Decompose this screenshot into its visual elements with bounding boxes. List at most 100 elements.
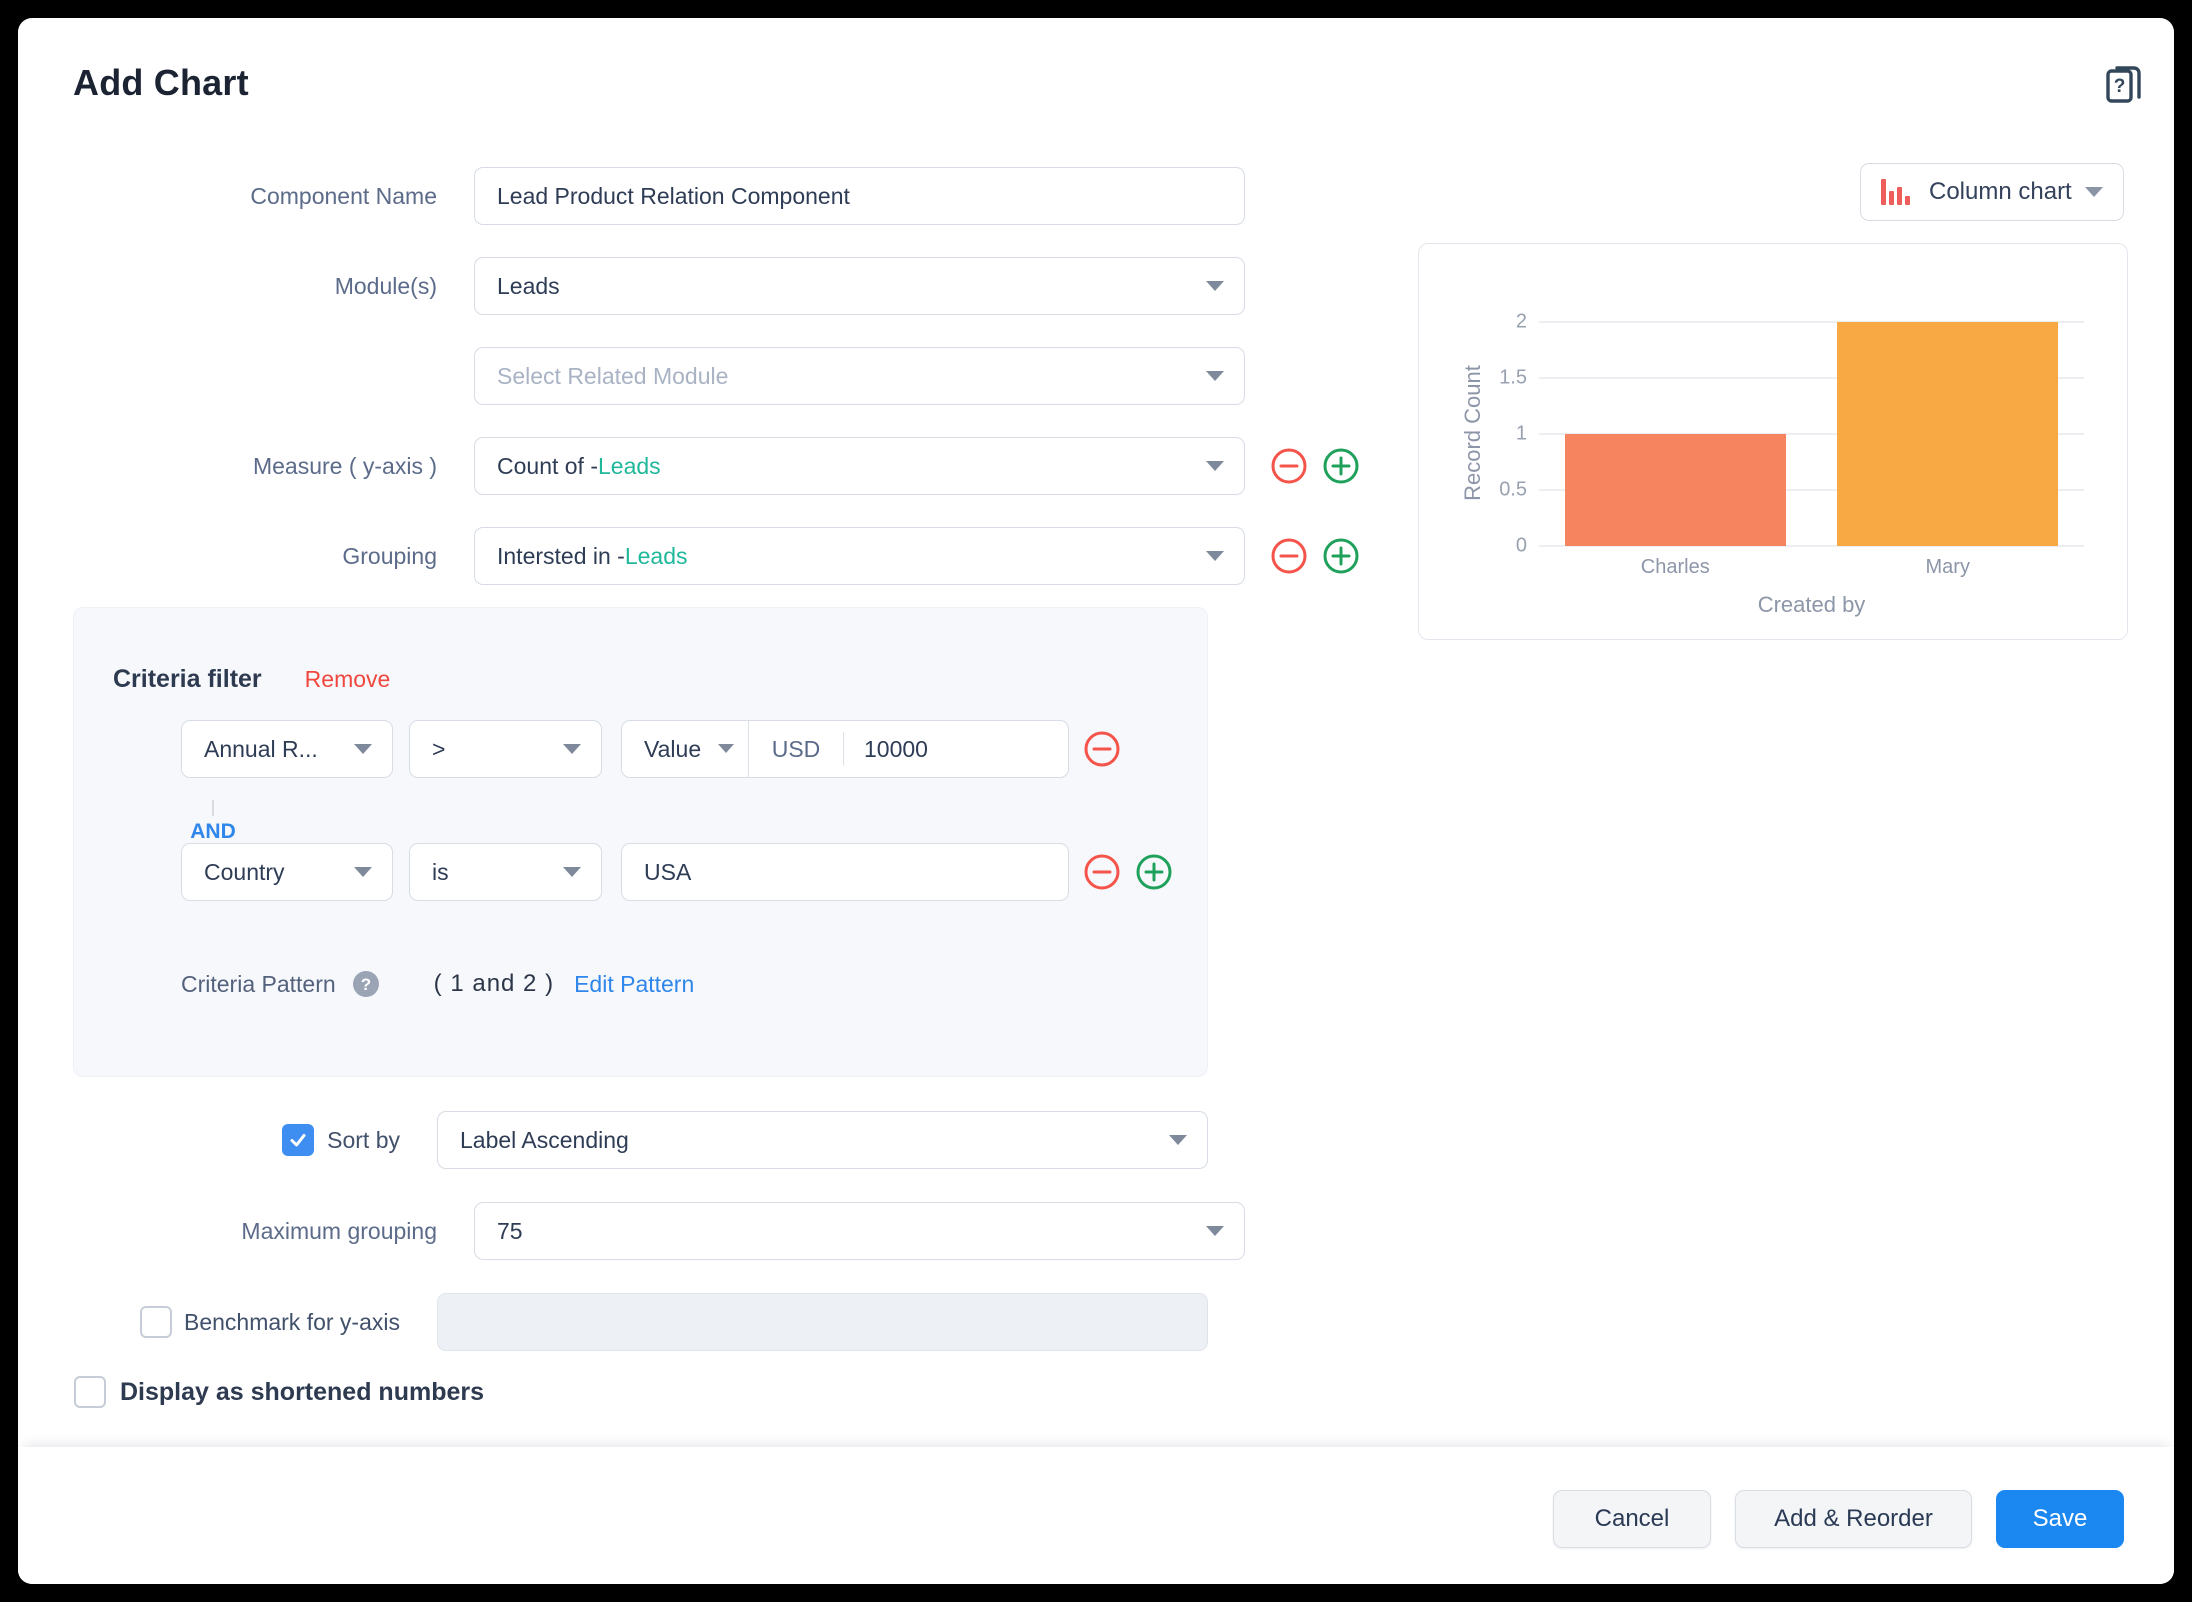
criteria-1-currency: USD: [771, 735, 821, 762]
related-module-select[interactable]: Select Related Module: [474, 347, 1245, 405]
sort-by-label: Sort by: [327, 1126, 400, 1153]
bar-charles: [1564, 434, 1786, 546]
edit-pattern-link[interactable]: Edit Pattern: [574, 970, 695, 997]
criteria-1-value: 10000: [864, 735, 928, 762]
chevron-down-icon: [1206, 551, 1224, 561]
criteria-pattern-label: Criteria Pattern: [181, 970, 336, 997]
criteria-2-value: USA: [644, 858, 692, 885]
shortened-numbers-checkbox[interactable]: [74, 1376, 106, 1408]
sort-by-value: Label Ascending: [460, 1126, 629, 1153]
sort-by-select[interactable]: Label Ascending: [437, 1111, 1208, 1169]
chevron-down-icon: [354, 867, 372, 877]
x-tick-labels: Charles Mary: [1539, 556, 2084, 579]
measure-label: Measure ( y-axis ): [252, 452, 437, 479]
y-tick-labels: 0 0.5 1 1.5 2: [1419, 311, 1527, 557]
chart-plot: [1539, 321, 2084, 547]
sort-by-checkbox[interactable]: [282, 1124, 315, 1156]
divider: [843, 732, 844, 766]
related-module-row: Select Related Module: [73, 347, 1333, 405]
help-docs-icon[interactable]: ?: [2100, 60, 2146, 108]
check-icon: [290, 1134, 306, 1147]
divider: [748, 721, 749, 777]
chart-options-form: Sort by Label Ascending Maximum grouping…: [73, 1111, 1333, 1384]
component-name-value: Lead Product Relation Component: [497, 182, 850, 209]
benchmark-label: Benchmark for y-axis: [183, 1308, 400, 1335]
save-button[interactable]: Save: [1996, 1490, 2124, 1548]
gridline: [1539, 377, 2084, 379]
grouping-value-module: Leads: [624, 542, 688, 569]
benchmark-checkbox[interactable]: [139, 1306, 172, 1338]
related-module-placeholder: Select Related Module: [497, 362, 729, 389]
maximum-grouping-row: Maximum grouping 75: [73, 1202, 1333, 1260]
cancel-button[interactable]: Cancel: [1553, 1490, 1711, 1548]
remove-criteria-1-icon[interactable]: [1083, 730, 1121, 768]
gridline: [1539, 321, 2084, 323]
chevron-down-icon: [1206, 371, 1224, 381]
criteria-1-operator-select[interactable]: >: [409, 720, 602, 778]
shortened-numbers-label: Display as shortened numbers: [120, 1377, 485, 1406]
add-and-reorder-button[interactable]: Add & Reorder: [1735, 1490, 1972, 1548]
criteria-connector: AND: [182, 816, 244, 848]
chevron-down-icon: [718, 744, 734, 753]
chevron-down-icon: [1206, 1226, 1224, 1236]
add-criteria-icon[interactable]: [1135, 853, 1173, 891]
chart-form: Component Name Lead Product Relation Com…: [73, 167, 1359, 617]
chevron-down-icon: [1206, 461, 1224, 471]
y-tick-label: 2: [1515, 310, 1527, 333]
criteria-1-value-input[interactable]: 10000: [844, 721, 1068, 777]
gridline: [1539, 433, 2084, 435]
criteria-2-value-input[interactable]: USA: [621, 843, 1069, 901]
grouping-row: Grouping Intersted in - Leads: [73, 527, 1359, 585]
modules-select[interactable]: Leads: [474, 257, 1245, 315]
measure-row: Measure ( y-axis ) Count of - Leads: [73, 437, 1359, 495]
component-name-row: Component Name Lead Product Relation Com…: [73, 167, 1333, 225]
remove-measure-icon[interactable]: [1270, 447, 1308, 485]
question-mark-icon[interactable]: ?: [352, 970, 380, 998]
maximum-grouping-select[interactable]: 75: [474, 1202, 1245, 1260]
y-tick-label: 1: [1515, 422, 1527, 445]
bar-slot: [1812, 322, 2085, 546]
remove-grouping-icon[interactable]: [1270, 537, 1308, 575]
criteria-1-value-type-select[interactable]: Value: [622, 721, 748, 777]
modules-label: Module(s): [334, 272, 437, 299]
grouping-value-prefix: Intersted in -: [497, 542, 625, 569]
measure-select[interactable]: Count of - Leads: [474, 437, 1245, 495]
x-tick-label: Charles: [1640, 556, 1710, 578]
chart-type-label: Column chart: [1929, 178, 2072, 205]
chevron-down-icon: [1169, 1135, 1187, 1145]
chart-preview-panel: Record Count 0 0.5 1 1.5 2 Charles Mary Creat…: [1418, 243, 2128, 640]
sort-by-row: Sort by Label Ascending: [73, 1111, 1333, 1169]
criteria-1-operator-value: >: [432, 735, 446, 762]
criteria-2-field-value: Country: [204, 858, 285, 885]
gridline: [1539, 545, 2084, 547]
criteria-2-operator-select[interactable]: is: [409, 843, 602, 901]
add-measure-icon[interactable]: [1322, 447, 1360, 485]
add-chart-dialog: Add Chart ? Component Name Lead Product …: [18, 18, 2174, 1584]
benchmark-input[interactable]: [437, 1293, 1208, 1351]
bar-slot: [1539, 322, 1812, 546]
x-axis-title: Created by: [1757, 592, 1866, 617]
modules-value: Leads: [497, 272, 560, 299]
chart-type-selector[interactable]: Column chart: [1860, 163, 2124, 221]
measure-value-prefix: Count of -: [497, 452, 598, 479]
grouping-label: Grouping: [342, 542, 437, 569]
remove-criteria-2-icon[interactable]: [1083, 853, 1121, 891]
grouping-select[interactable]: Intersted in - Leads: [474, 527, 1245, 585]
criteria-filter-title: Criteria filter: [113, 665, 262, 693]
chart-bars: [1539, 322, 2084, 546]
component-name-input[interactable]: Lead Product Relation Component: [474, 167, 1245, 225]
criteria-2-field-select[interactable]: Country: [181, 843, 393, 901]
add-grouping-icon[interactable]: [1322, 537, 1360, 575]
criteria-1-field-select[interactable]: Annual R...: [181, 720, 393, 778]
y-tick-label: 0.5: [1499, 478, 1527, 501]
dialog-footer: Cancel Add & Reorder Save: [18, 1447, 2174, 1584]
component-name-label: Component Name: [250, 182, 437, 209]
benchmark-row: Benchmark for y-axis: [73, 1293, 1333, 1351]
criteria-remove-link[interactable]: Remove: [304, 666, 391, 692]
maximum-grouping-label: Maximum grouping: [241, 1217, 437, 1244]
chevron-down-icon: [2085, 187, 2103, 197]
page-title: Add Chart: [73, 62, 249, 103]
chevron-down-icon: [354, 744, 372, 754]
gridline: [1539, 489, 2084, 491]
bar-mary: [1837, 322, 2059, 546]
